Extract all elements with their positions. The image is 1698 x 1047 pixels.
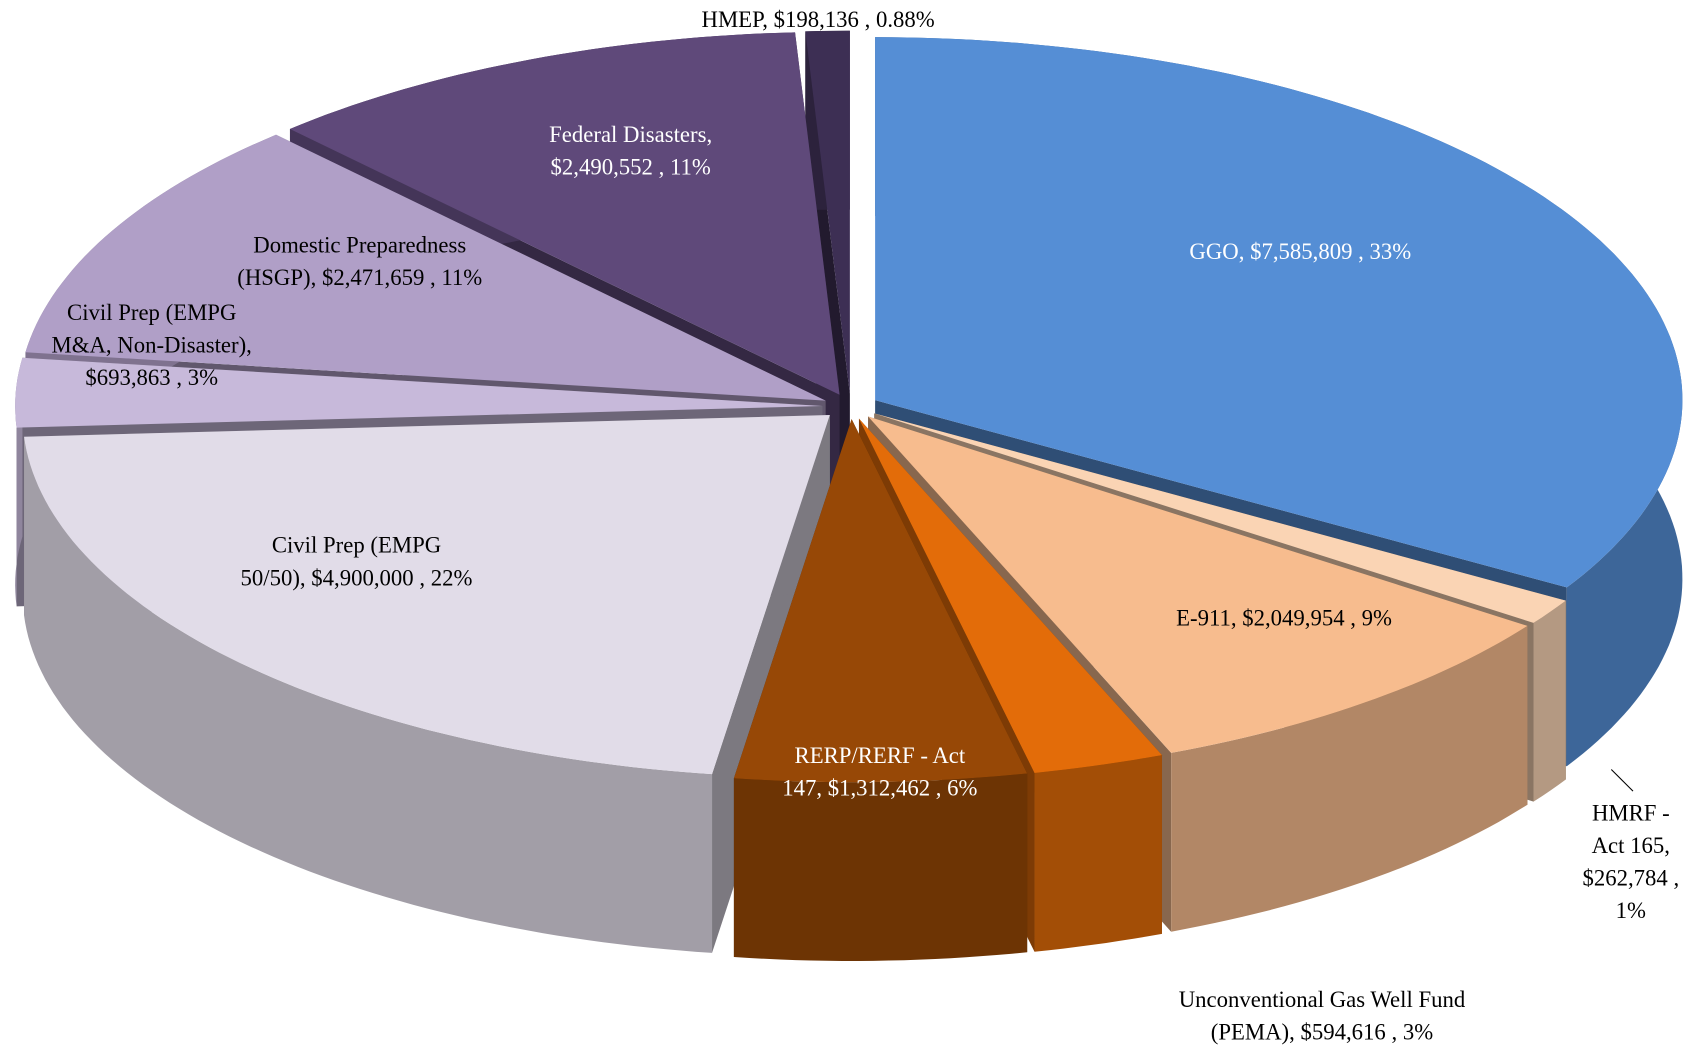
data-label-line: $693,863 , 3% <box>85 365 218 390</box>
data-label-line: (HSGP), $2,471,659 , 11% <box>237 265 482 290</box>
slice-top <box>24 415 830 775</box>
data-label: Domestic Preparedness (HSGP), $2,471,659 … <box>237 233 482 291</box>
slice-top <box>805 30 850 394</box>
data-label-line: 50/50), $4,900,000 , 22% <box>241 565 473 590</box>
slice-outer-side <box>733 773 1028 961</box>
slice <box>24 415 830 953</box>
data-label-line: (PEMA), $594,616 , 3% <box>1211 1019 1433 1044</box>
data-label-line: HMRF - <box>1592 800 1670 825</box>
data-label: HMEP, $198,136 , 0.88% <box>702 7 935 32</box>
data-label-line: Civil Prep (EMPG <box>272 533 441 558</box>
data-label-line: RERP/RERF - Act <box>795 743 966 768</box>
data-label-line: Domestic Preparedness <box>253 233 466 258</box>
data-label-line: GGO, $7,585,809 , 33% <box>1189 239 1411 264</box>
data-label: Unconventional Gas Well Fund (PEMA), $594… <box>1179 987 1466 1045</box>
data-label: Civil Prep (EMPG 50/50), $4,900,000 , 22% <box>241 533 473 591</box>
slice-top <box>289 32 840 395</box>
slice-top <box>25 134 826 401</box>
data-label: HMRF - Act 165, $262,784 , 1% <box>1582 800 1679 923</box>
data-label: Federal Disasters, $2,490,552 , 11% <box>549 122 712 180</box>
slice-outer-side <box>1034 755 1162 952</box>
slice-top <box>858 418 1162 773</box>
data-label-line: Act 165, <box>1592 833 1670 858</box>
data-label-line: Federal Disasters, <box>549 122 712 147</box>
slice-top <box>875 37 1683 588</box>
slice <box>733 419 1028 961</box>
slice-outer-side <box>24 436 713 953</box>
slice-top <box>874 413 1566 623</box>
slice-outer-side <box>1533 600 1566 802</box>
data-label: E-911, $2,049,954 , 9% <box>1176 605 1392 630</box>
data-label-line: HMEP, $198,136 , 0.88% <box>702 7 935 32</box>
data-label-line: $2,490,552 , 11% <box>551 155 711 180</box>
data-label-line: $262,784 , <box>1582 865 1679 890</box>
data-label-line: Unconventional Gas Well Fund <box>1179 987 1466 1012</box>
data-label-line: 1% <box>1616 898 1646 923</box>
data-label-line: Civil Prep (EMPG <box>67 300 236 325</box>
data-label-line: E-911, $2,049,954 , 9% <box>1176 605 1392 630</box>
slice-top <box>733 419 1028 783</box>
leader-line <box>1610 769 1634 792</box>
data-label: GGO, $7,585,809 , 33% <box>1189 239 1411 264</box>
data-label-line: M&A, Non-Disaster), <box>52 332 252 357</box>
slice-outer-side <box>1171 625 1528 932</box>
slice-top <box>868 416 1528 753</box>
data-label-line: 147, $1,312,462 , 6% <box>782 775 977 800</box>
slice-top <box>15 357 823 428</box>
data-label: Civil Prep (EMPG M&A, Non-Disaster), $693,… <box>52 300 252 390</box>
data-label: RERP/RERF - Act 147, $1,312,462 , 6% <box>782 743 977 801</box>
